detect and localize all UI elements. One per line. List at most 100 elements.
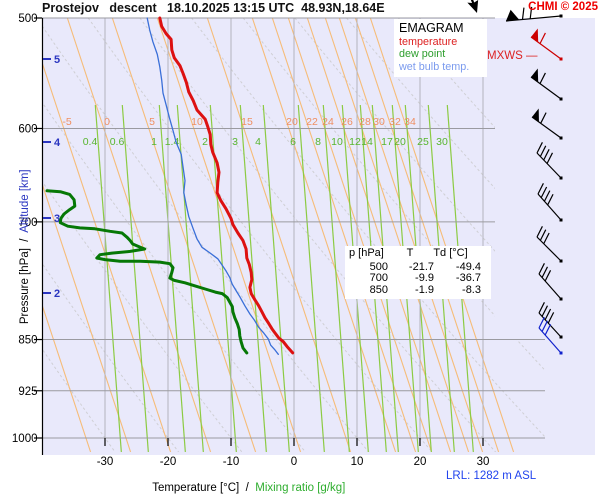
wind-barb-staff xyxy=(505,15,562,22)
saturated-adiabat-line xyxy=(251,18,397,452)
pressure-tick-label: 700 xyxy=(18,217,37,229)
cell-dewpoint: -8.3 xyxy=(462,283,481,296)
mixing-ratio-line xyxy=(176,104,204,452)
dry-adiabat-line xyxy=(294,18,545,452)
cell-temp: -1.9 xyxy=(415,283,434,296)
saturated-adiabat-label: 15 xyxy=(241,116,253,128)
y-axis-title-pressure: Pressure [hPa] xyxy=(19,248,31,325)
mixing-ratio-label: 3 xyxy=(232,136,238,148)
saturated-adiabat-label: 32 xyxy=(389,116,401,128)
copyright-label: CHMI © 2025 xyxy=(528,1,598,13)
x-axis-title-mixing: Mixing ratio [g/kg] xyxy=(255,482,346,494)
wind-barb-staff xyxy=(538,273,562,300)
dry-adiabat-line xyxy=(42,18,244,452)
saturated-adiabat-line xyxy=(42,18,172,452)
wind-barb-staff xyxy=(530,36,562,60)
altitude-tick-label: 3 xyxy=(54,213,60,225)
mixing-ratio-line xyxy=(297,104,325,452)
wind-barb-feather xyxy=(521,7,525,20)
page-title: Prostejov descent 18.10.2025 13:15 UTC 4… xyxy=(42,1,385,15)
wet-bulb-curve xyxy=(146,17,279,355)
pressure-tick-label: 600 xyxy=(18,123,37,135)
x-axis-title-sep: / xyxy=(239,482,256,494)
saturated-adiabat-line xyxy=(66,18,212,452)
y-axis-title: Pressure [hPa] / Altitude [km] xyxy=(7,140,31,360)
mixing-ratio-label: 17 xyxy=(381,136,393,148)
wind-barb-feather xyxy=(543,190,551,202)
mixing-ratio-label: 14 xyxy=(361,136,373,148)
wind-barb-feather xyxy=(543,232,550,244)
y-axis-title-sep: / xyxy=(19,232,31,249)
wind-barb-feather xyxy=(541,305,549,317)
temperature-tick-label: 20 xyxy=(414,456,427,468)
wind-barb-feather xyxy=(539,229,547,241)
lrl-label: LRL: 1282 m ASL xyxy=(446,470,537,482)
sounding-values-table: p [hPa] T Td [°C] 500 -21.7 -49.4 700 -9… xyxy=(345,246,491,299)
wind-barb-feather xyxy=(543,149,550,161)
legend-item-dew-point: dew point xyxy=(399,48,446,61)
wind-barb-feather xyxy=(540,186,548,198)
dew-point-curve xyxy=(45,189,249,355)
pressure-tick-label: 925 xyxy=(18,386,37,398)
saturated-adiabat-line xyxy=(271,18,417,452)
wind-barb-feather xyxy=(536,142,543,154)
temperature-tick-label: -30 xyxy=(97,456,114,468)
mixing-ratio-line xyxy=(262,104,290,452)
legend-title: EMAGRAM xyxy=(399,21,464,35)
saturated-adiabat-label: 10 xyxy=(191,116,203,128)
wind-barb-pennant xyxy=(532,108,539,123)
saturated-adiabat-line xyxy=(354,18,500,452)
mixing-ratio-line xyxy=(121,104,149,452)
wind-barb-staff xyxy=(538,327,562,354)
wind-barb-feather xyxy=(539,72,546,84)
wind-barb-feather xyxy=(541,320,549,332)
table-row: 700 -9.9 -36.7 xyxy=(345,272,491,285)
legend-item-temperature: temperature xyxy=(399,35,458,48)
saturated-adiabat-label: -5 xyxy=(62,116,71,128)
temperature-tick-label: 0 xyxy=(291,456,297,468)
cell-temp: -9.9 xyxy=(415,272,434,284)
saturated-adiabat-label: 26 xyxy=(341,116,353,128)
cell-dewpoint: -49.4 xyxy=(455,260,481,273)
dry-adiabat-line xyxy=(42,18,370,452)
dry-adiabat-line xyxy=(42,18,180,452)
wind-barb-feather xyxy=(547,193,554,206)
mixing-ratio-line xyxy=(322,104,350,452)
saturated-adiabat-label: 20 xyxy=(286,116,298,128)
x-axis-title: Temperature [°C] / Mixing ratio [g/kg] xyxy=(146,470,345,494)
cell-pressure: 850 xyxy=(369,283,388,296)
temperature-tick-label: 30 xyxy=(477,456,490,468)
mxws-label: MXWS — xyxy=(487,50,537,62)
dry-adiabat-line xyxy=(191,18,545,452)
legend-box: EMAGRAM temperature dew point wet bulb t… xyxy=(394,19,487,77)
wind-barb-feather xyxy=(536,226,543,238)
mixing-ratio-label: 12 xyxy=(349,136,361,148)
wind-barb-feather xyxy=(537,183,544,195)
wind-barb-feather xyxy=(538,317,545,329)
wind-barb-feather xyxy=(541,266,549,278)
pressure-tick-label: 1000 xyxy=(12,433,38,445)
wind-barb-pennant xyxy=(506,9,520,21)
cell-pressure: 500 xyxy=(369,260,388,273)
saturated-adiabat-line xyxy=(156,18,302,452)
y-axis-title-altitude: Altitude [km] xyxy=(19,169,31,233)
wind-barb-feather xyxy=(540,112,547,124)
mixing-ratio-line xyxy=(239,104,267,452)
saturated-adiabat-line xyxy=(42,18,132,452)
saturated-adiabat-line xyxy=(306,18,452,452)
table-header-row: p [hPa] T Td [°C] xyxy=(345,247,491,260)
saturated-adiabat-label: 34 xyxy=(404,116,416,128)
wind-barb-feather xyxy=(538,263,545,275)
mixing-ratio-label: 4 xyxy=(255,136,261,148)
mxws-text: MXWS xyxy=(487,50,523,62)
wind-barb-pennant xyxy=(531,68,539,83)
mixing-ratio-label: 2 xyxy=(202,136,208,148)
wind-barb-feather xyxy=(544,270,552,282)
mxws-dash-icon: — xyxy=(525,50,538,62)
saturated-adiabat-label: 22 xyxy=(306,116,318,128)
table-row: 850 -1.9 -8.3 xyxy=(345,283,491,297)
dry-adiabat-line xyxy=(397,18,545,452)
mouse-cursor-icon xyxy=(467,0,479,13)
pressure-tick-label: 500 xyxy=(18,13,37,25)
